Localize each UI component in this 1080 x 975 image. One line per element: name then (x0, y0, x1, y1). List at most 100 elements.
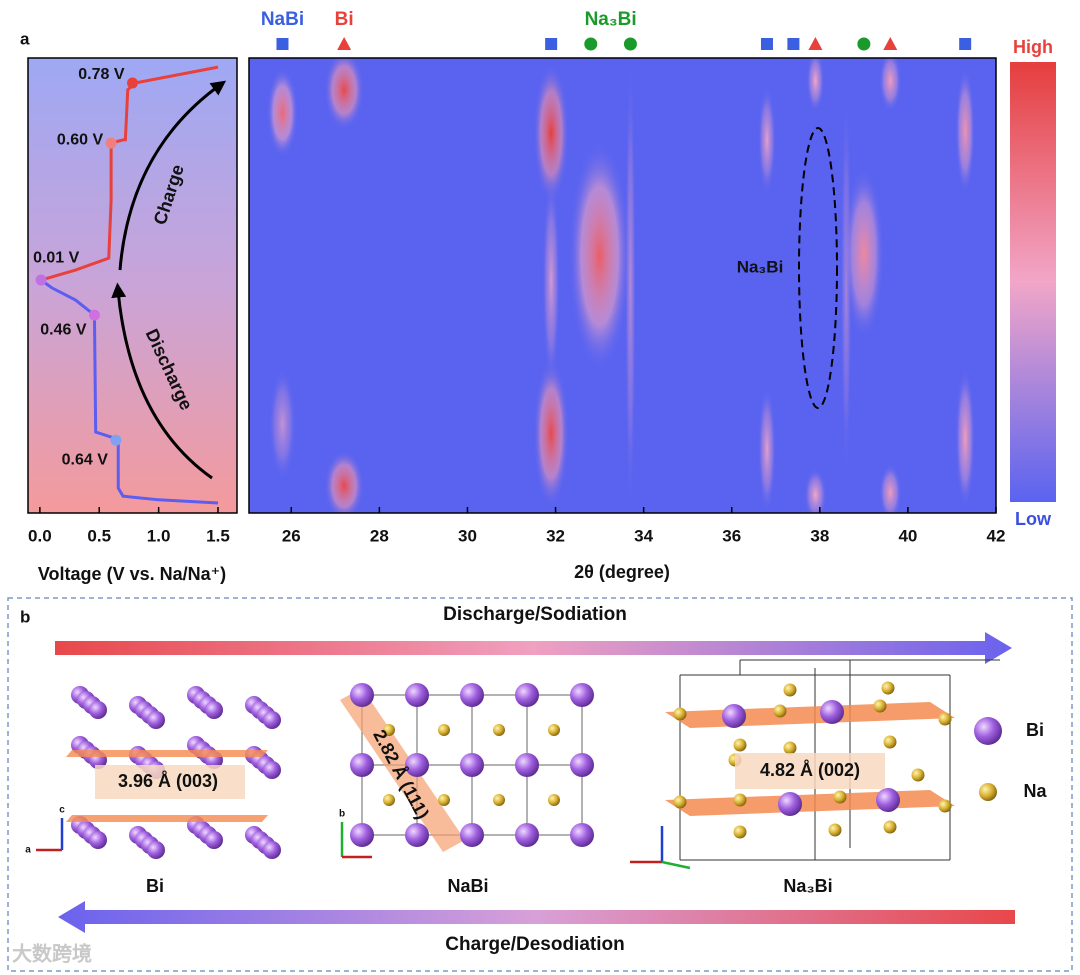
x-axis-label: Voltage (V vs. Na/Na⁺) (38, 564, 226, 584)
na-atom (548, 794, 560, 806)
point-marker (127, 77, 138, 89)
bi-atom (263, 761, 281, 779)
point-marker (89, 309, 100, 321)
na-atom (493, 794, 505, 806)
bi-atom (405, 823, 429, 847)
reflection-marker (584, 37, 598, 51)
reflection-marker (276, 38, 289, 50)
intensity-streak (758, 86, 776, 194)
bi-atom (263, 841, 281, 859)
reflection-label: Bi (335, 9, 354, 30)
na-atom (883, 820, 897, 834)
reflection-label: NaBi (261, 9, 304, 30)
x-tick-label: 0.5 (87, 526, 111, 545)
intensity-streak (844, 168, 884, 339)
bi-atom (350, 683, 374, 707)
reflection-marker (857, 37, 871, 51)
watermark: 大数跨境 (12, 941, 92, 965)
structure-name: NaBi (447, 876, 488, 896)
bi-atom (515, 823, 539, 847)
spacing-label: 3.96 Å (003) (118, 771, 218, 791)
bi-atom (778, 792, 802, 816)
bi-atom (515, 753, 539, 777)
legend-na-sphere (979, 783, 997, 801)
bi-atom (350, 823, 374, 847)
na-atom (493, 724, 505, 736)
x-tick-label: 38 (810, 526, 829, 545)
na-atom (828, 823, 842, 837)
na-atom (833, 790, 847, 804)
sodiation-arrow (55, 632, 1012, 664)
spacing-label: 4.82 Å (002) (760, 760, 860, 780)
bi-atom (570, 753, 594, 777)
label-box (735, 753, 885, 789)
x-tick-label: 1.5 (206, 526, 230, 545)
reflection-label: Na₃Bi (585, 9, 637, 30)
x-tick-label: 26 (282, 526, 301, 545)
x-tick-label: 40 (898, 526, 917, 545)
reflection-marker (545, 38, 558, 50)
panel-label: a (20, 29, 30, 48)
lattice-plane (66, 750, 268, 757)
bi-atom (147, 841, 165, 859)
charge-arrow (118, 80, 227, 271)
na-atom (911, 768, 925, 782)
na-atom (438, 794, 450, 806)
reflection-marker (959, 38, 972, 50)
legend-bi-sphere (974, 717, 1002, 745)
arrow-label: Charge/Desodiation (445, 934, 624, 955)
data-label: 0.60 V (57, 131, 104, 148)
data-label: 0.01 V (33, 249, 80, 266)
na-atom (783, 741, 797, 755)
na-atom (783, 683, 797, 697)
bi-atom (89, 701, 107, 719)
bi-atom (89, 831, 107, 849)
data-label: 0.78 V (78, 66, 125, 83)
x-tick-label: 34 (634, 526, 653, 545)
bi-atom (350, 753, 374, 777)
arrow-label: Discharge/Sodiation (443, 604, 627, 625)
lattice-plane (66, 815, 268, 822)
bi-atom (460, 753, 484, 777)
x-tick-label: 30 (458, 526, 477, 545)
axis-letter: b (339, 809, 345, 820)
intensity-streak (324, 58, 364, 130)
intensity-streak (324, 450, 364, 513)
label-box (95, 765, 245, 799)
x-axis-label: 2θ (degree) (574, 562, 670, 582)
lattice-plane (665, 702, 955, 728)
bi-atom (205, 701, 223, 719)
desodiation-arrow (58, 901, 1015, 933)
highlight-ellipse (798, 127, 838, 409)
bi-atom (147, 711, 165, 729)
reflection-marker (787, 38, 800, 50)
legend-label: Bi (1026, 720, 1044, 740)
na-atom (548, 724, 560, 736)
bi-atom (405, 753, 429, 777)
na-atom (938, 712, 952, 726)
reflection-marker (760, 38, 773, 50)
point-marker (110, 434, 122, 446)
x-tick-label: 32 (546, 526, 565, 545)
panel-label: b (20, 607, 30, 626)
reflection-marker (337, 37, 352, 50)
legend-label: Na (1023, 781, 1047, 801)
annotation: Na₃Bi (737, 257, 784, 276)
discharge-arrow (111, 282, 213, 480)
intensity-streak (758, 386, 776, 512)
na-atom (383, 794, 395, 806)
intensity-streak (625, 59, 636, 512)
intensity-streak (568, 141, 631, 371)
bi-atom (515, 683, 539, 707)
na-atom (883, 735, 897, 749)
x-tick-label: 28 (370, 526, 389, 545)
plot-area (27, 57, 238, 514)
x-tick-label: 42 (987, 526, 1006, 545)
reflection-marker (883, 37, 898, 50)
point-marker (105, 137, 117, 149)
na-atom (773, 704, 787, 718)
axis-letter: c (59, 805, 65, 816)
na-atom (673, 795, 687, 809)
lattice-plane (665, 790, 955, 816)
intensity-streak (269, 368, 296, 481)
